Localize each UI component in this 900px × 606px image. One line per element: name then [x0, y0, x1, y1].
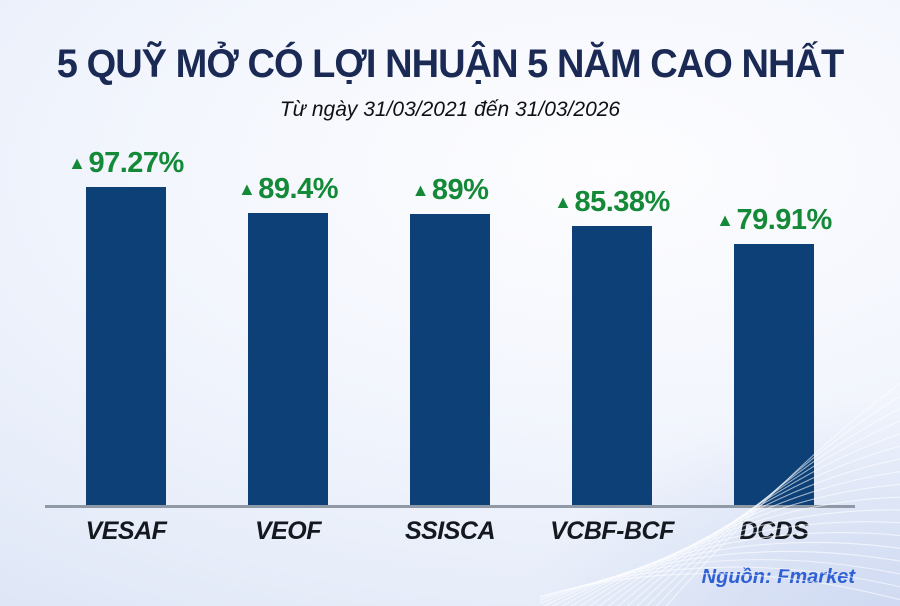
bar-value-label: ▲ 79.91% [716, 204, 832, 240]
category-label: VESAF [85, 517, 167, 545]
bar-column: ▲ 89.4% [207, 173, 369, 505]
bar-column: ▲ 97.27% [45, 147, 207, 505]
value-text: 89.4% [258, 172, 339, 205]
value-text: 97.27% [88, 147, 184, 179]
up-triangle-icon: ▲ [411, 180, 430, 200]
bars-row: ▲ 97.27% ▲ 89.4% ▲ 89% ▲ 85.38% ▲ 79.91% [45, 147, 855, 508]
category-label: SSISCA [404, 517, 496, 545]
bar [86, 187, 166, 505]
bar [248, 212, 328, 505]
up-triangle-icon: ▲ [237, 178, 256, 199]
bar-value-label: ▲ 89.4% [237, 172, 339, 209]
bar-value-label: ▲ 85.38% [554, 186, 670, 222]
bar-column: ▲ 89% [369, 174, 531, 505]
category-label: DCDS [739, 517, 809, 545]
labels-row: VESAF VEOF SSISCA VCBF-BCF DCDS [45, 517, 855, 546]
page-title: 5 QUỸ MỞ CÓ LỢI NHUẬN 5 NĂM CAO NHẤT [56, 42, 844, 86]
value-text: 79.91% [736, 203, 832, 236]
bar-chart: ▲ 97.27% ▲ 89.4% ▲ 89% ▲ 85.38% ▲ 79.91% VESAF VEO… [45, 147, 855, 546]
value-text: 85.38% [574, 185, 670, 218]
page-subtitle: Từ ngày 31/03/2021 đến 31/03/2026 [279, 98, 621, 121]
bar-value-label: ▲ 89% [412, 174, 489, 210]
source-credit: Nguồn: Fmarket [701, 566, 855, 588]
bar-column: ▲ 85.38% [531, 186, 693, 505]
bar [734, 243, 814, 505]
bar [572, 225, 652, 505]
up-triangle-icon: ▲ [68, 153, 86, 173]
value-text: 89% [431, 174, 489, 206]
up-triangle-icon: ▲ [554, 191, 572, 212]
up-triangle-icon: ▲ [716, 209, 734, 230]
bar-column: ▲ 79.91% [693, 204, 855, 505]
bar-value-label: ▲ 97.27% [68, 147, 184, 183]
category-label: VEOF [254, 517, 322, 545]
bar [410, 214, 490, 505]
category-label: VCBF-BCF [550, 517, 674, 545]
